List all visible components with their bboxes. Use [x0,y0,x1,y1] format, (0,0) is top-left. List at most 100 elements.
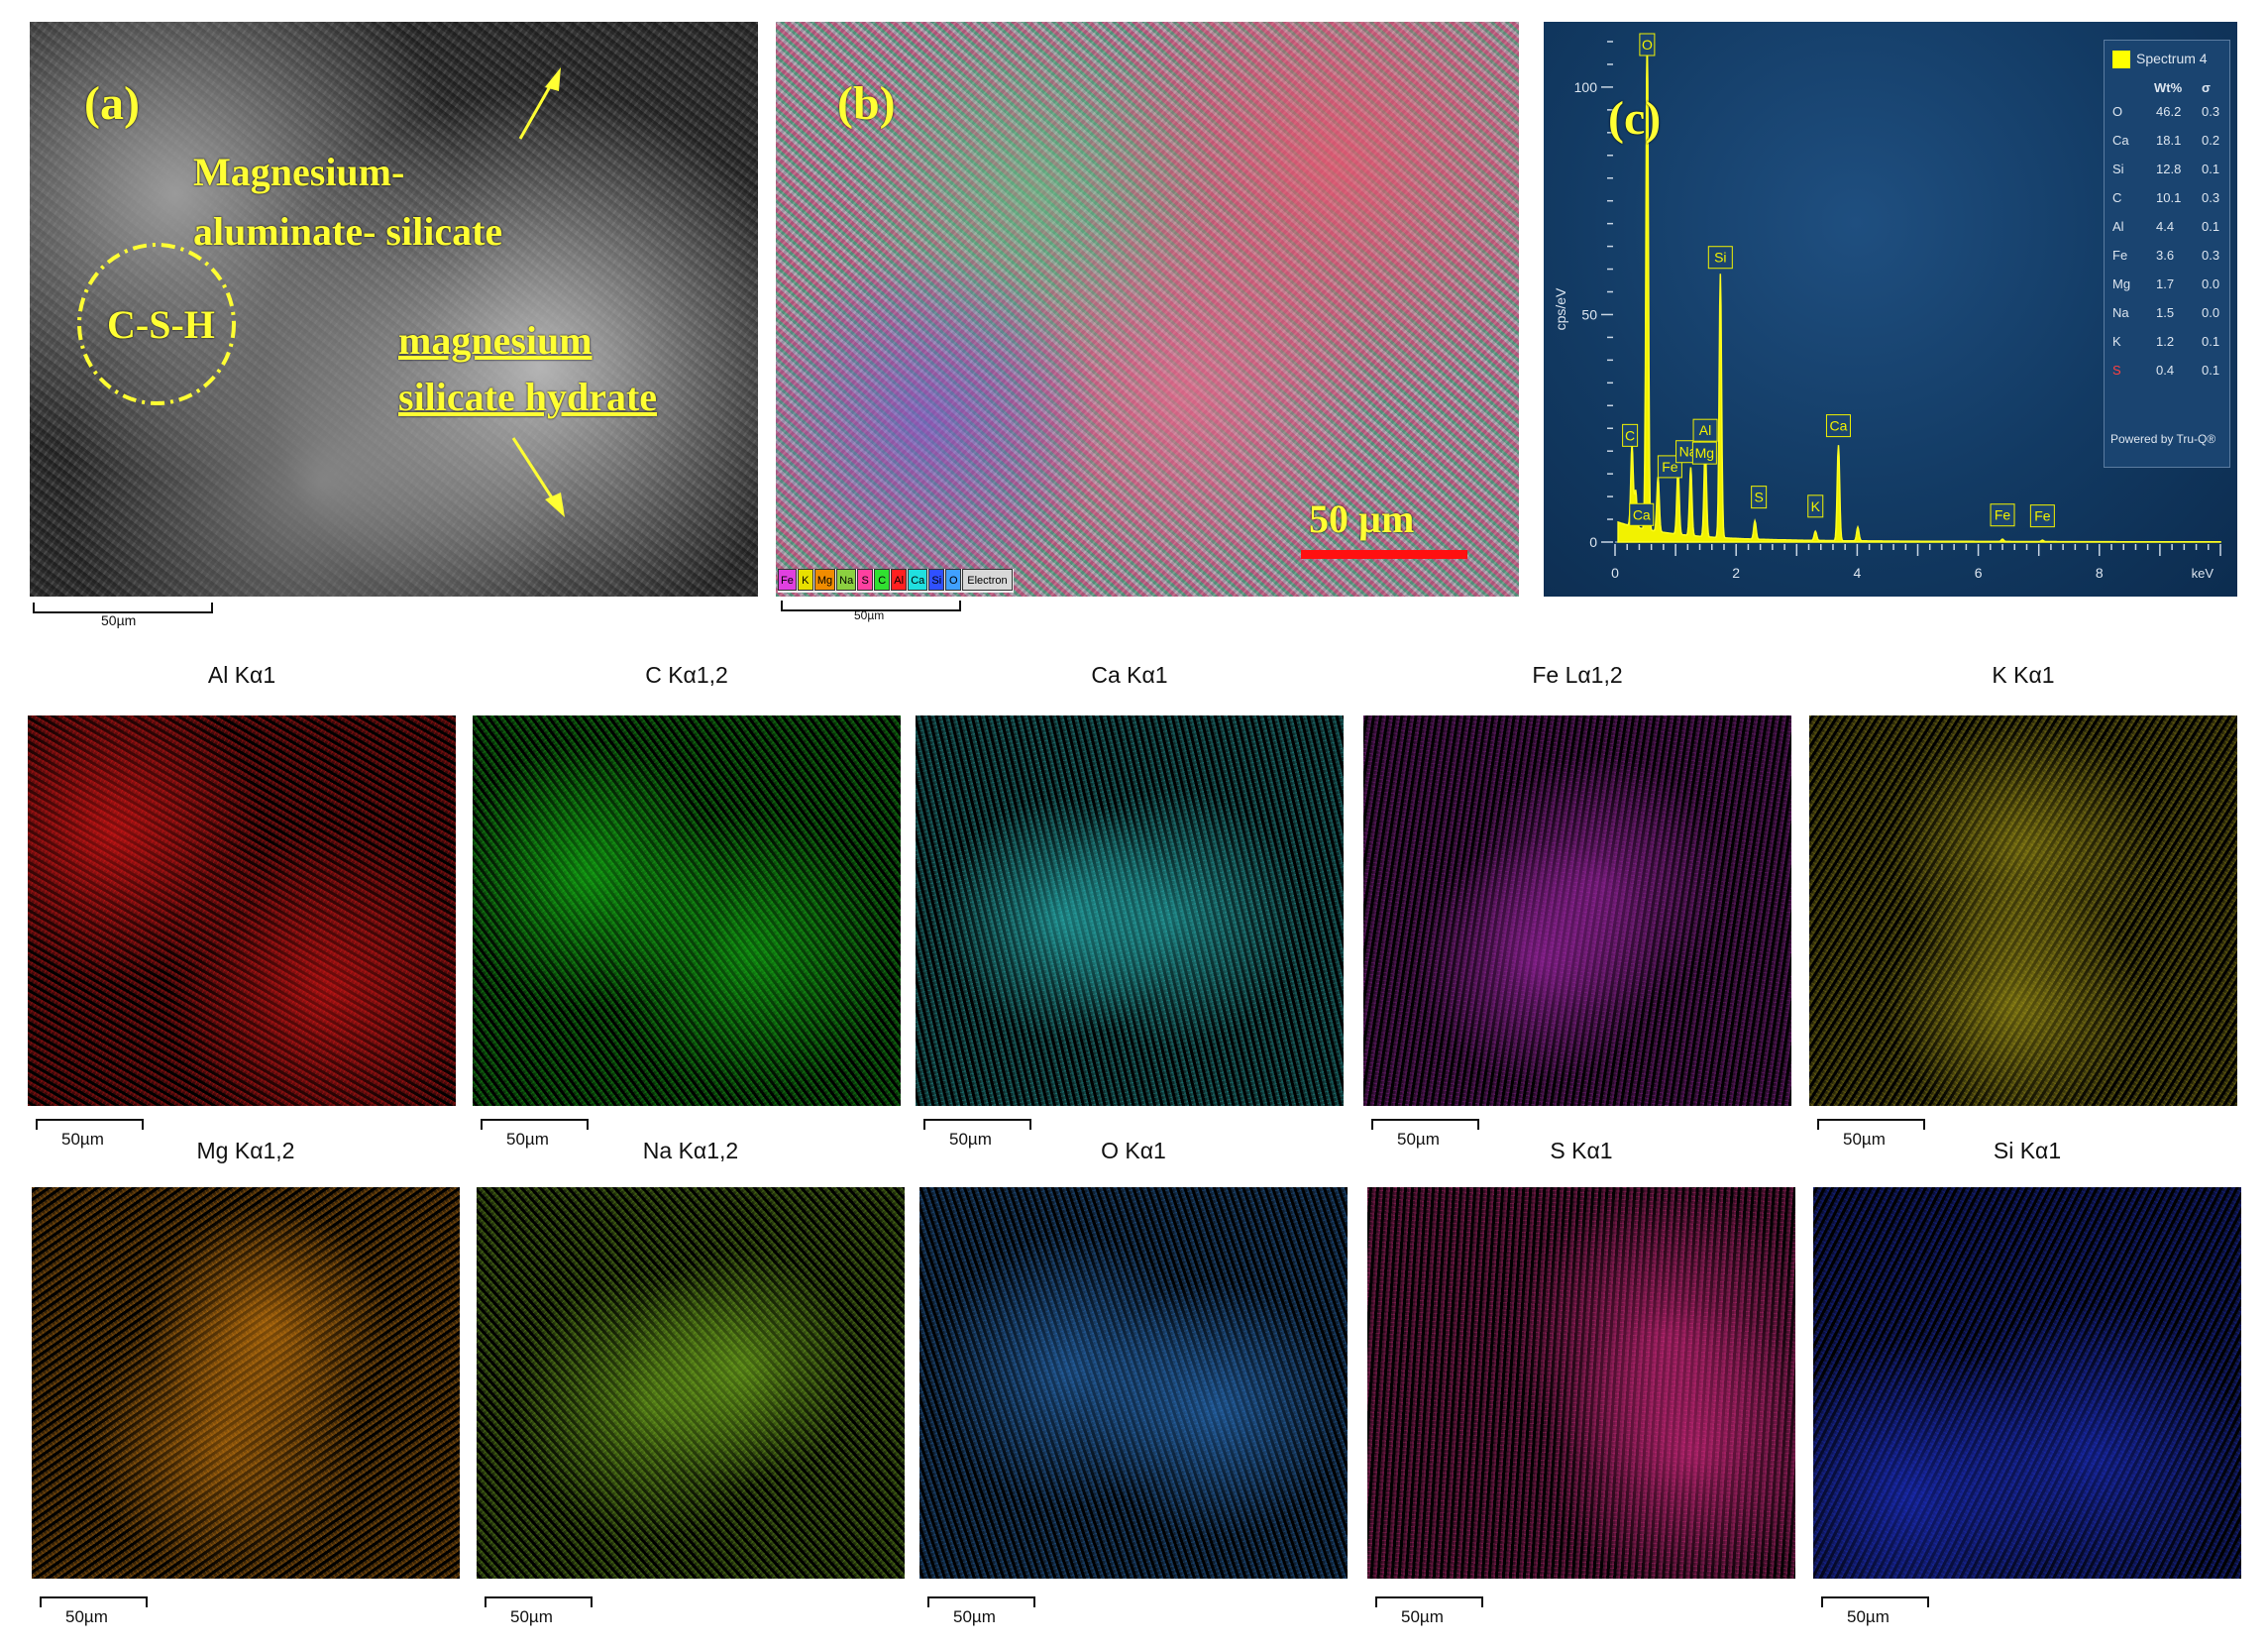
spectrum-cell-sigma: 0.3 [2202,248,2220,263]
element-map-tile [1367,1187,1795,1579]
peak-label-box [1707,246,1733,270]
spectrum-cell-wt: 10.1 [2156,190,2182,205]
peak-label-box [2029,504,2055,528]
map-scale-bar [1821,1596,1929,1607]
peak-label: Ca [1830,418,1848,434]
peak-label-box [1639,33,1656,56]
spectrum-cell-el: K [2112,334,2121,349]
y-tick-label: 0 [1589,534,1597,550]
map-scale-label: 50µm [949,1130,992,1149]
spectrum-cell-el: Fe [2112,248,2128,263]
annotation-magnesium-2: magnesium [398,318,593,363]
annotation-aluminate-silicate: aluminate- silicate [193,209,503,254]
scale-bar-a [33,603,213,613]
spectrum-quant-table: Spectrum 4 Wt% σ O 46.2 0.3 Ca 18.1 0.2 Si 12.8… [2104,40,2230,468]
eds-spectrum-panel-c: 0 2 4 6 8 0 50 100 keV cps/eV C Ca O Fe Na Mg Al Si S K Ca Fe… [1544,22,2237,597]
peak-label: K [1811,498,1821,514]
x-tick-label: 2 [1732,565,1740,581]
spectrum-row: O 46.2 0.3 [2105,104,2229,133]
arrow-up-line [518,80,555,140]
spectrum-swatch [2112,51,2130,68]
spectrum-curve [1617,41,2221,543]
map-title: Na Kα1,2 [642,1138,739,1163]
spectrum-chart: 0 2 4 6 8050100keVcps/eVCCaOFeNaMgAlSiSKCaFe… [1553,33,2221,581]
spectrum-row: Si 12.8 0.1 [2105,162,2229,190]
peak-label-box [1629,502,1655,526]
spectrum-cell-sigma: 0.2 [2202,133,2220,148]
spectrum-cell-sigma: 0.0 [2202,305,2220,320]
spectrum-rows: O 46.2 0.3 Ca 18.1 0.2 Si 12.8 0.1 C 10.1 0.3 Al 4.4 0… [2105,104,2229,401]
col-sigma-header: σ [2202,80,2211,95]
element-legend: Fe K Mg Na S C Al Ca Si O Electron [778,569,1014,593]
map-scale-bar [40,1596,148,1607]
composite-map-panel-b: (b) 50 µm Fe K Mg Na S C Al Ca Si O Electron [776,22,1519,597]
sem-image-panel-a: (a) Magnesium- aluminate- silicate C-S-H… [30,22,758,597]
peak-label-box [1691,441,1717,465]
map-scale-label: 50µm [61,1130,104,1149]
map-scale-bar [485,1596,593,1607]
spectrum-cell-sigma: 0.1 [2202,219,2220,234]
annotation-silicate-hydrate: silicate hydrate [398,375,658,419]
arrow-down-head [545,493,565,517]
peak-label-box [1692,418,1718,442]
legend-chip-o: O [945,569,962,591]
map-scale-label: 50µm [1401,1607,1444,1626]
panel-b-scale-text: 50 µm [1309,496,1415,541]
peak-label-box [1825,414,1851,438]
legend-chip-c: C [874,569,891,591]
peak-label: Si [1714,250,1726,266]
element-map-tile [28,715,456,1106]
map-scale-label: 50µm [506,1130,549,1149]
col-wt-header: Wt% [2154,80,2183,95]
spectrum-cell-wt: 1.2 [2156,334,2175,349]
map-title: Mg Kα1,2 [196,1138,295,1163]
csh-circle [77,243,236,405]
spectrum-cell-wt: 18.1 [2156,133,2182,148]
legend-chip-ca: Ca [908,569,928,591]
peak-label: Fe [2034,508,2051,524]
peak-label: C [1625,427,1635,443]
map-scale-bar [1371,1119,1479,1130]
x-tick-label: 0 [1611,565,1619,581]
legend-chip-electron: Electron [962,569,1013,591]
peak-label: Ca [1633,506,1651,522]
legend-chip-k: K [797,569,813,591]
spectrum-cell-wt: 0.4 [2156,363,2175,378]
map-title: K Kα1 [1992,662,2055,688]
element-map-tile [473,715,901,1106]
scale-bar-b [781,601,961,611]
map-title: C Kα1,2 [645,662,728,688]
spectrum-row: Ca 18.1 0.2 [2105,133,2229,162]
spectrum-name: Spectrum 4 [2136,51,2208,66]
spectrum-cell-sigma: 0.1 [2202,363,2220,378]
spectrum-cell-el: O [2112,104,2123,119]
spectrum-cell-el: Si [2112,162,2124,176]
spectrum-cell-wt: 46.2 [2156,104,2182,119]
map-title: O Kα1 [1101,1138,1166,1163]
spectrum-cell-wt: 3.6 [2156,248,2175,263]
peak-label: Fe [1662,459,1678,475]
spectrum-cell-el: Ca [2112,133,2129,148]
arrow-up-head [545,67,561,91]
spectrum-cell-sigma: 0.0 [2202,276,2220,291]
element-map-tile [1813,1187,2241,1579]
x-tick-label: 8 [2096,565,2104,581]
spectrum-row: Al 4.4 0.1 [2105,219,2229,248]
spectrum-cell-el: S [2112,363,2121,378]
powered-by: Powered by Tru-Q® [2110,432,2216,446]
scale-bar-a-label: 50µm [101,612,137,628]
peak-label-box [1751,486,1768,509]
spectrum-cell-sigma: 0.1 [2202,162,2220,176]
peak-label: O [1642,37,1653,53]
legend-chip-na: Na [836,569,857,591]
y-tick-label: 50 [1581,306,1597,322]
map-scale-bar [927,1596,1035,1607]
spectrum-row: C 10.1 0.3 [2105,190,2229,219]
map-title: Ca Kα1 [1091,662,1168,688]
spectrum-row: Na 1.5 0.0 [2105,305,2229,334]
element-map-tile [916,715,1344,1106]
map-title: Fe Lα1,2 [1532,662,1623,688]
spectrum-cell-el: Na [2112,305,2129,320]
legend-chip-mg: Mg [813,569,836,591]
